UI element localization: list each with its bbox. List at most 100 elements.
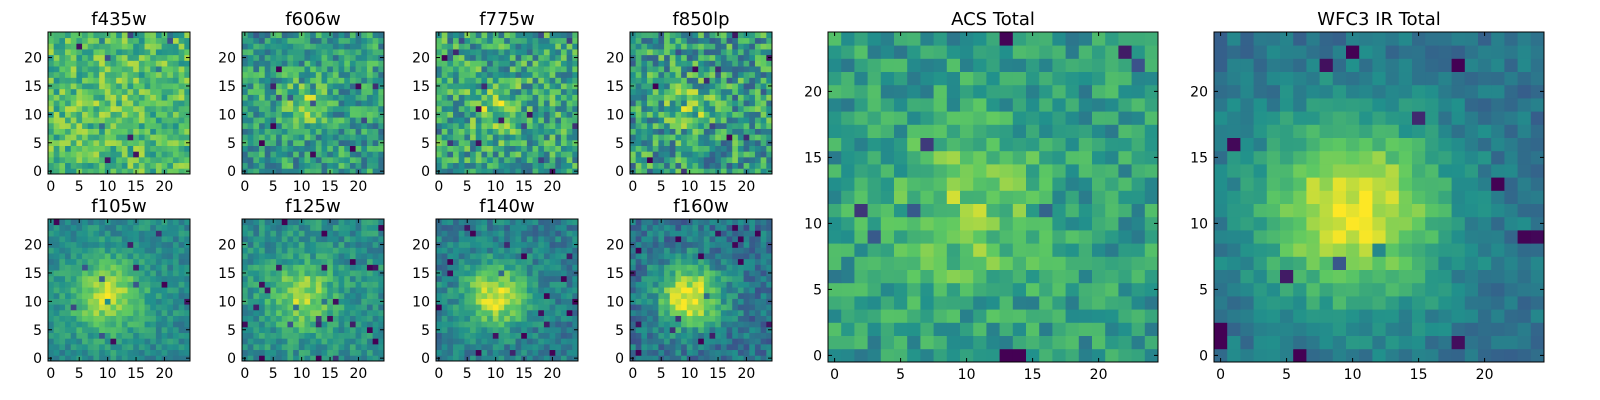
heatmap-cell bbox=[167, 326, 174, 333]
heatmap-cell bbox=[70, 343, 77, 351]
heatmap-cell bbox=[127, 32, 134, 39]
heatmap-cell bbox=[293, 54, 300, 61]
heatmap-cell bbox=[664, 151, 671, 158]
heatmap-cell bbox=[332, 219, 339, 226]
heatmap-cell bbox=[732, 332, 739, 339]
heatmap-cell bbox=[549, 349, 556, 356]
x-tick-label: 15 bbox=[709, 179, 727, 195]
heatmap-cell bbox=[543, 247, 550, 254]
heatmap-cell bbox=[509, 43, 516, 50]
heatmap-cell bbox=[458, 247, 465, 254]
heatmap-cell bbox=[304, 32, 311, 39]
heatmap-cell bbox=[59, 66, 66, 73]
heatmap-cell bbox=[549, 253, 556, 260]
heatmap-cell bbox=[647, 281, 654, 288]
heatmap-cell bbox=[720, 77, 727, 84]
heatmap-cell bbox=[167, 162, 174, 169]
heatmap-cell bbox=[259, 37, 266, 44]
heatmap-cell bbox=[447, 128, 454, 135]
heatmap-cell bbox=[93, 224, 100, 231]
heatmap-cell bbox=[344, 343, 351, 351]
heatmap-cell bbox=[526, 94, 533, 101]
heatmap-cell bbox=[715, 100, 722, 107]
y-tick-label: 5 bbox=[421, 136, 430, 152]
heatmap-cell bbox=[378, 230, 385, 237]
heatmap-cell bbox=[310, 100, 317, 107]
heatmap-cell bbox=[144, 111, 151, 118]
heatmap-cell bbox=[133, 304, 140, 311]
heatmap-cell bbox=[475, 298, 482, 305]
heatmap-cell bbox=[555, 145, 562, 152]
x-tick-label: 15 bbox=[127, 366, 145, 382]
heatmap-cell bbox=[349, 292, 356, 299]
heatmap-cell bbox=[59, 105, 66, 112]
heatmap-cell bbox=[492, 315, 499, 322]
heatmap-cell bbox=[754, 43, 762, 50]
heatmap-cell bbox=[315, 281, 322, 288]
heatmap-cell bbox=[647, 145, 654, 152]
heatmap-cell bbox=[737, 355, 744, 362]
heatmap-cell bbox=[538, 343, 545, 351]
heatmap-cell bbox=[630, 156, 637, 164]
heatmap-cell bbox=[93, 315, 100, 322]
heatmap-cell bbox=[681, 43, 688, 50]
heatmap-cell bbox=[366, 281, 374, 288]
heatmap-cell bbox=[521, 304, 528, 311]
heatmap-cell bbox=[87, 162, 94, 169]
heatmap-cell bbox=[647, 117, 654, 124]
heatmap-cell bbox=[99, 343, 106, 351]
heatmap-cell bbox=[338, 326, 345, 333]
heatmap-cell bbox=[647, 37, 654, 44]
heatmap-cell bbox=[264, 134, 271, 141]
heatmap-cell bbox=[692, 71, 699, 78]
x-tick-label: 20 bbox=[156, 179, 174, 195]
heatmap-cell bbox=[441, 281, 448, 288]
heatmap-cell bbox=[647, 94, 654, 101]
heatmap-cell bbox=[310, 247, 317, 254]
heatmap-cell bbox=[242, 247, 249, 254]
heatmap-cell bbox=[487, 105, 494, 112]
heatmap-cell bbox=[532, 105, 539, 112]
heatmap-cell bbox=[509, 241, 516, 248]
heatmap-cell bbox=[298, 111, 305, 118]
heatmap-cell bbox=[344, 326, 351, 333]
heatmap-cell bbox=[481, 321, 488, 328]
heatmap-cell bbox=[53, 43, 60, 50]
heatmap-cell bbox=[144, 66, 151, 73]
heatmap-cell bbox=[458, 156, 465, 164]
heatmap-cell bbox=[281, 32, 288, 39]
heatmap-cell bbox=[87, 315, 94, 322]
heatmap-cell bbox=[293, 32, 300, 39]
heatmap-cell bbox=[172, 37, 180, 44]
heatmap-cell bbox=[172, 162, 180, 169]
heatmap-cells bbox=[630, 32, 773, 175]
heatmap-cell bbox=[110, 304, 117, 311]
heatmap-cell bbox=[515, 315, 522, 322]
heatmap-cell bbox=[749, 37, 756, 44]
heatmap-cell bbox=[436, 264, 443, 271]
heatmap-cell bbox=[93, 105, 100, 112]
heatmap-cell bbox=[509, 270, 516, 277]
heatmap-cell bbox=[338, 349, 345, 356]
heatmap-cell bbox=[338, 247, 345, 254]
heatmap-cell bbox=[116, 219, 123, 226]
heatmap-cell bbox=[138, 168, 145, 175]
heatmap-cell bbox=[743, 94, 750, 101]
heatmap-cell bbox=[470, 281, 477, 288]
heatmap-cell bbox=[749, 298, 756, 305]
heatmap-cell bbox=[378, 349, 385, 356]
heatmap-cell bbox=[692, 162, 699, 169]
heatmap-cell bbox=[53, 315, 60, 322]
heatmap-cell bbox=[732, 66, 739, 73]
heatmap-cell bbox=[310, 270, 317, 277]
heatmap-cell bbox=[453, 139, 460, 146]
heatmap-cell bbox=[150, 230, 157, 237]
heatmap-cell bbox=[332, 292, 339, 299]
heatmap-cell bbox=[59, 349, 66, 356]
heatmap-cell bbox=[515, 100, 522, 107]
heatmap-cell bbox=[332, 162, 339, 169]
heatmap-cell bbox=[470, 326, 477, 333]
heatmap-cell bbox=[304, 37, 311, 44]
heatmap-cell bbox=[161, 105, 168, 112]
heatmap-cell bbox=[737, 275, 744, 282]
